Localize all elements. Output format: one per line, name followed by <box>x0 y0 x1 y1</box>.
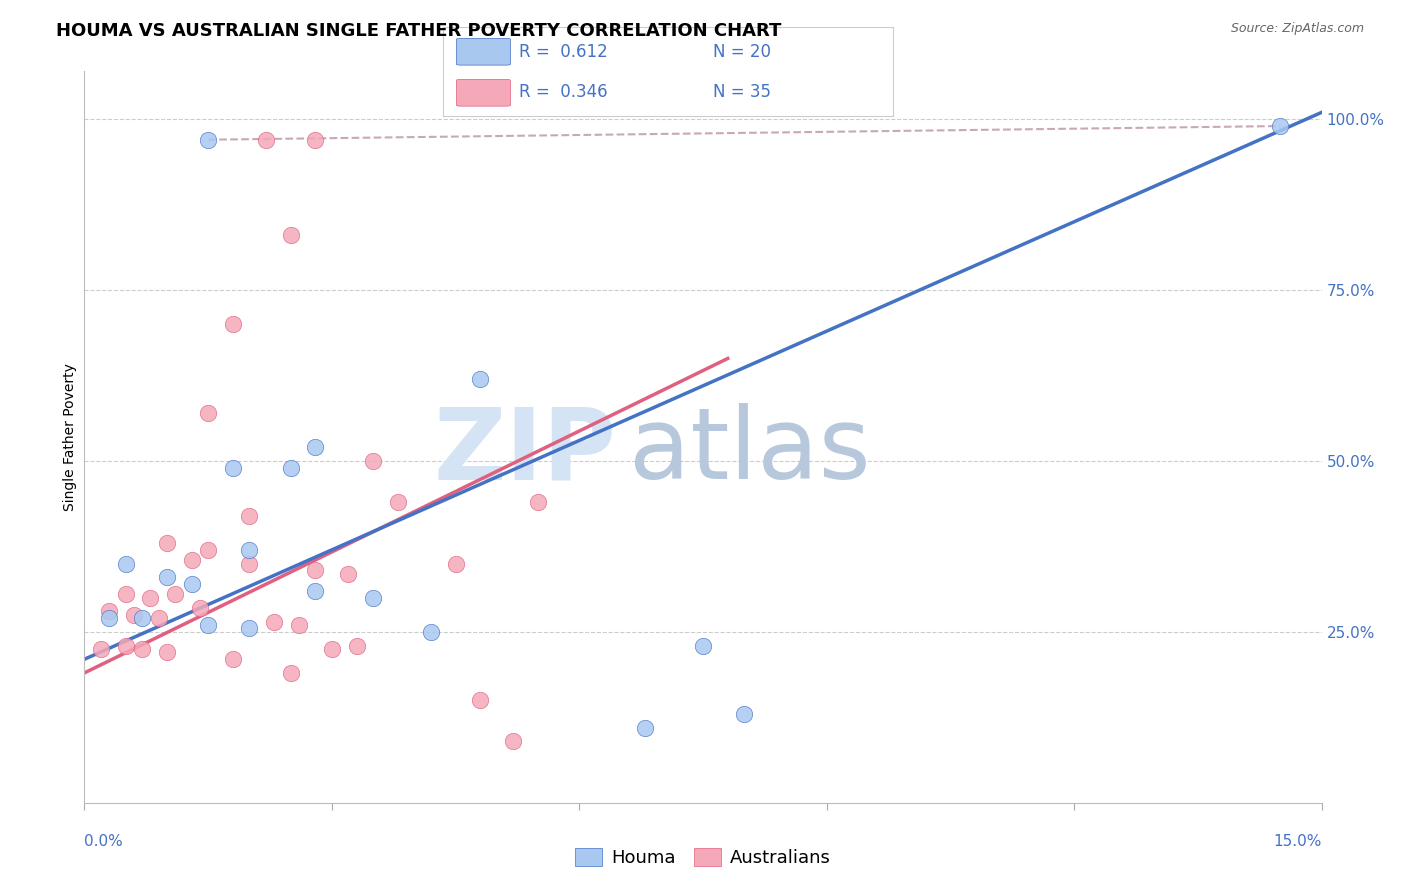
Y-axis label: Single Father Poverty: Single Father Poverty <box>63 363 77 511</box>
Point <box>222 460 245 475</box>
Point <box>634 721 657 735</box>
Point <box>156 645 179 659</box>
Point <box>238 542 260 557</box>
FancyBboxPatch shape <box>457 79 510 106</box>
Point <box>148 611 170 625</box>
Text: R =  0.612: R = 0.612 <box>519 43 609 61</box>
Point <box>238 508 260 523</box>
Text: N = 20: N = 20 <box>713 43 770 61</box>
Point <box>692 639 714 653</box>
Point <box>188 601 211 615</box>
Point <box>304 583 326 598</box>
Point <box>470 693 492 707</box>
Point <box>197 133 219 147</box>
Point <box>180 577 202 591</box>
Point <box>337 566 360 581</box>
Point <box>254 133 277 147</box>
Point <box>90 642 112 657</box>
Point <box>114 587 136 601</box>
Point <box>238 557 260 571</box>
Point <box>1270 119 1292 133</box>
Point <box>733 706 755 721</box>
Text: 0.0%: 0.0% <box>84 834 124 849</box>
Point <box>304 440 326 454</box>
Point <box>346 639 368 653</box>
Point <box>470 372 492 386</box>
Point <box>114 557 136 571</box>
Point <box>197 542 219 557</box>
Point <box>361 591 384 605</box>
Point <box>139 591 162 605</box>
Point <box>180 553 202 567</box>
Point <box>288 618 311 632</box>
Point <box>280 665 302 680</box>
Point <box>321 642 343 657</box>
Point <box>304 563 326 577</box>
Point <box>419 624 441 639</box>
Point <box>197 618 219 632</box>
Point <box>527 495 550 509</box>
Point <box>280 460 302 475</box>
Point <box>361 454 384 468</box>
Point <box>197 406 219 420</box>
Point <box>304 133 326 147</box>
Text: 15.0%: 15.0% <box>1274 834 1322 849</box>
Text: Source: ZipAtlas.com: Source: ZipAtlas.com <box>1230 22 1364 36</box>
Point <box>222 652 245 666</box>
Point <box>156 570 179 584</box>
Point <box>98 611 121 625</box>
Point <box>222 318 245 332</box>
Point <box>444 557 467 571</box>
Point <box>263 615 285 629</box>
Text: R =  0.346: R = 0.346 <box>519 83 607 101</box>
Point <box>156 536 179 550</box>
Point <box>387 495 409 509</box>
Point <box>98 604 121 618</box>
FancyBboxPatch shape <box>457 38 510 65</box>
Text: HOUMA VS AUSTRALIAN SINGLE FATHER POVERTY CORRELATION CHART: HOUMA VS AUSTRALIAN SINGLE FATHER POVERT… <box>56 22 782 40</box>
Text: atlas: atlas <box>628 403 870 500</box>
Point <box>502 734 524 748</box>
Point <box>122 607 145 622</box>
Point <box>131 611 153 625</box>
Point <box>131 642 153 657</box>
Point <box>114 639 136 653</box>
Legend: Houma, Australians: Houma, Australians <box>568 840 838 874</box>
Text: N = 35: N = 35 <box>713 83 770 101</box>
Text: ZIP: ZIP <box>433 403 616 500</box>
Point <box>280 228 302 243</box>
Point <box>165 587 187 601</box>
Point <box>238 622 260 636</box>
